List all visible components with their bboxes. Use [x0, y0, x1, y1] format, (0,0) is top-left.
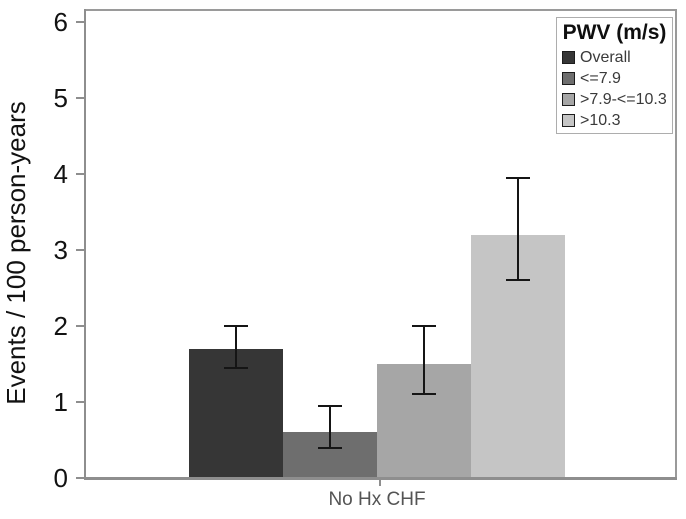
plot-frame-right [675, 9, 677, 479]
error-bar-cap [318, 446, 342, 449]
x-tick [379, 480, 381, 486]
error-bar-cap [506, 279, 530, 282]
y-tick [76, 249, 85, 251]
y-tick [76, 477, 85, 479]
legend: PWV (m/s) Overall <=7.9 >7.9-<=10.3 >10.3 [556, 17, 673, 134]
legend-entry: Overall [562, 47, 672, 68]
x-axis-category-label: No Hx CHF [328, 489, 426, 510]
legend-entries: Overall <=7.9 >7.9-<=10.3 >10.3 [557, 47, 672, 131]
error-bar-cap [412, 393, 436, 396]
error-bar-cap [506, 176, 530, 179]
legend-swatch-icon [562, 93, 575, 106]
error-bar-cap [224, 325, 248, 327]
legend-swatch-icon [562, 114, 575, 127]
error-bar-cap [412, 325, 436, 327]
y-tick-label: 4 [53, 159, 68, 189]
error-bar-line [235, 326, 237, 368]
y-tick-label: 2 [53, 311, 68, 341]
legend-swatch-icon [562, 72, 575, 85]
y-tick [76, 97, 85, 99]
legend-entry-label: <=7.9 [580, 69, 621, 87]
legend-entry: >7.9-<=10.3 [562, 89, 672, 110]
y-tick-label: 6 [53, 7, 68, 37]
y-axis-line [84, 9, 86, 479]
y-tick-label: 3 [53, 235, 68, 265]
y-tick-label: 1 [53, 387, 68, 417]
legend-entry-label: >7.9-<=10.3 [580, 90, 667, 108]
legend-entry: >10.3 [562, 110, 672, 131]
error-bar-cap [318, 404, 342, 407]
y-tick [76, 325, 85, 327]
legend-entry-label: >10.3 [580, 111, 621, 129]
error-bar-line [517, 177, 519, 281]
plot-frame-top [84, 9, 677, 11]
error-bar-cap [224, 366, 248, 369]
x-axis-line [84, 477, 677, 480]
y-tick [76, 21, 85, 23]
y-tick [76, 173, 85, 175]
error-bar-line [423, 326, 425, 395]
y-tick [76, 401, 85, 403]
y-tick-label: 5 [53, 83, 68, 113]
y-tick-label: 0 [53, 463, 68, 493]
legend-entry: <=7.9 [562, 68, 672, 89]
bar [189, 348, 283, 478]
legend-entry-label: Overall [580, 48, 631, 66]
legend-swatch-icon [562, 51, 575, 64]
error-bar-line [329, 405, 331, 448]
y-axis-title: Events / 100 person-years [1, 101, 31, 405]
legend-title: PWV (m/s) [562, 21, 667, 44]
